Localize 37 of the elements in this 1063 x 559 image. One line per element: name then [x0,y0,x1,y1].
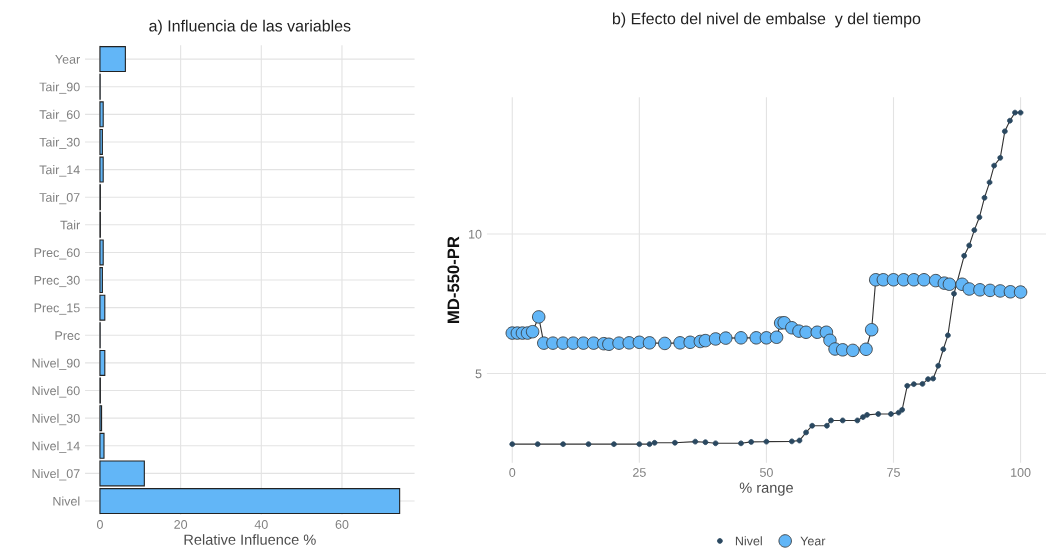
legend-label: Year [800,536,826,546]
x-axis-title: Relative Influence % [184,534,316,545]
y-tick-label: 5 [475,369,482,379]
x-tick-label: 0 [96,520,103,529]
y-tick-label: Nivel_60 [32,386,80,398]
y-tick-label: Tair_90 [39,82,80,94]
y-tick-label: Tair [60,220,80,230]
y-tick-label: Prec_60 [34,248,80,260]
legend-label: Nivel [735,536,762,546]
y-tick-label: Prec [55,331,80,340]
y-tick-label: Year [55,55,80,64]
x-tick-label: 100 [1011,468,1031,477]
x-tick-label: 75 [887,468,900,477]
y-tick-label: Tair_30 [39,137,80,149]
x-tick-label: 40 [254,520,268,529]
y-tick-label: Tair_07 [39,192,80,205]
chart-title: a) Influencia de las variables [149,19,351,35]
bar [99,488,401,515]
x-axis-title: % range [739,482,793,496]
y-axis-title: MD-550-PR [447,236,460,323]
y-tick-label: Nivel_14 [32,441,80,453]
y-tick-label: Nivel_30 [32,413,80,426]
bar [99,46,126,73]
y-tick-label: Prec_15 [34,303,80,315]
x-tick-label: 60 [335,520,349,529]
x-tick-label: 20 [174,520,188,529]
x-tick-label: 0 [509,468,516,477]
y-tick-label: Tair_14 [39,165,80,177]
y-tick-label: Nivel_90 [32,358,80,370]
x-tick-label: 50 [759,468,773,477]
y-tick-label: Prec_30 [34,275,80,288]
y-tick-label: Nivel_07 [32,468,80,481]
y-tick-label: Nivel [53,496,80,506]
y-tick-label: Tair_60 [39,109,80,122]
x-tick-label: 25 [633,468,646,477]
chart-title: b) Efecto del nivel de embalse y del tiempo [612,12,921,28]
y-tick-label: 10 [469,229,482,239]
